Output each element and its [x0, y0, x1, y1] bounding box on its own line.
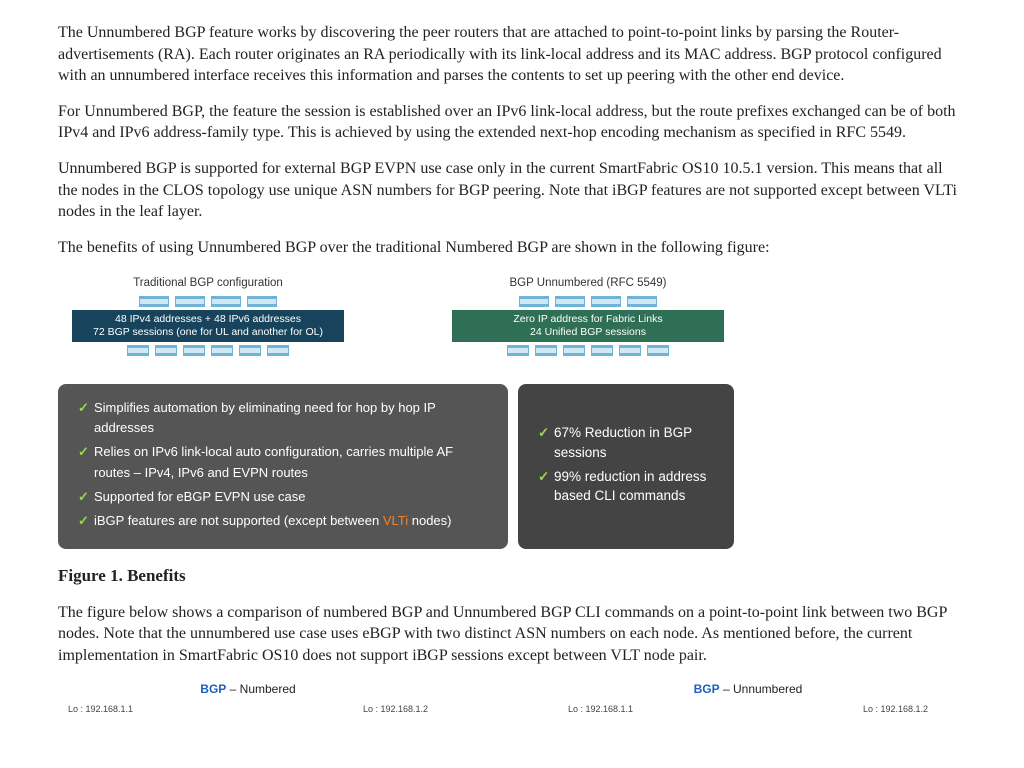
node-box	[183, 345, 205, 356]
figure-2-right-title: BGP – Unnumbered	[568, 681, 928, 697]
traditional-bottom-nodes	[58, 345, 358, 356]
benefit-text: Supported for eBGP EVPN use case	[94, 487, 490, 507]
figure-1: Traditional BGP configuration 48 IPv4 ad…	[58, 276, 966, 549]
node-box	[267, 345, 289, 356]
benefit-text: iBGP features are not supported (except …	[94, 511, 490, 531]
benefits-row: ✓Simplifies automation by eliminating ne…	[58, 384, 966, 549]
figure-2-right-lo-a: Lo : 192.168.1.1	[568, 703, 633, 715]
paragraph-3: Unnumbered BGP is supported for external…	[58, 158, 966, 223]
benefit-item: ✓Relies on IPv6 link-local auto configur…	[78, 442, 490, 482]
check-icon: ✓	[538, 467, 554, 506]
unnumbered-top-nodes	[438, 296, 738, 307]
unnumbered-mid-line2: 24 Unified BGP sessions	[458, 326, 718, 339]
benefit-item: ✓Simplifies automation by eliminating ne…	[78, 398, 490, 438]
node-box	[591, 296, 621, 307]
figure-2-right-lo-b: Lo : 192.168.1.2	[863, 703, 928, 715]
node-box	[239, 345, 261, 356]
traditional-midband: 48 IPv4 addresses + 48 IPv6 addresses 72…	[72, 310, 344, 342]
node-box	[555, 296, 585, 307]
figure-2-right: BGP – Unnumbered Lo : 192.168.1.1 Lo : 1…	[568, 681, 928, 715]
traditional-mid-line2: 72 BGP sessions (one for UL and another …	[78, 326, 338, 339]
figure-2-left-lo-row: Lo : 192.168.1.1 Lo : 192.168.1.2	[68, 703, 428, 715]
benefits-left-box: ✓Simplifies automation by eliminating ne…	[58, 384, 508, 549]
benefit-item: ✓iBGP features are not supported (except…	[78, 511, 490, 531]
node-box	[519, 296, 549, 307]
compare-traditional-title: Traditional BGP configuration	[58, 276, 358, 292]
figure-2-left-lo-b: Lo : 192.168.1.2	[363, 703, 428, 715]
paragraph-2: For Unnumbered BGP, the feature the sess…	[58, 101, 966, 144]
benefit-text: Simplifies automation by eliminating nee…	[94, 398, 490, 438]
node-box	[247, 296, 277, 307]
figure-2-right-bgp: BGP	[694, 682, 720, 696]
figure-2: BGP – Numbered Lo : 192.168.1.1 Lo : 192…	[58, 681, 966, 715]
node-box	[627, 296, 657, 307]
check-icon: ✓	[78, 398, 94, 438]
benefit-text: Relies on IPv6 link-local auto configura…	[94, 442, 490, 482]
check-icon: ✓	[78, 487, 94, 507]
figure-2-left: BGP – Numbered Lo : 192.168.1.1 Lo : 192…	[68, 681, 428, 715]
benefit-text: 99% reduction in address based CLI comma…	[554, 467, 716, 506]
vlti-highlight: VLTi	[383, 513, 408, 528]
node-box	[155, 345, 177, 356]
compare-unnumbered: BGP Unnumbered (RFC 5549) Zero IP addres…	[438, 276, 738, 356]
figure-2-right-rest: – Unnumbered	[720, 682, 803, 696]
node-box	[563, 345, 585, 356]
figure-2-left-lo-a: Lo : 192.168.1.1	[68, 703, 133, 715]
traditional-mid-line1: 48 IPv4 addresses + 48 IPv6 addresses	[78, 313, 338, 326]
paragraph-1: The Unnumbered BGP feature works by disc…	[58, 22, 966, 87]
benefit-text: 67% Reduction in BGP sessions	[554, 423, 716, 462]
compare-unnumbered-title: BGP Unnumbered (RFC 5549)	[438, 276, 738, 292]
paragraph-4: The benefits of using Unnumbered BGP ove…	[58, 237, 966, 259]
node-box	[127, 345, 149, 356]
paragraph-5: The figure below shows a comparison of n…	[58, 602, 966, 667]
figure-2-left-bgp: BGP	[200, 682, 226, 696]
node-box	[175, 296, 205, 307]
node-box	[507, 345, 529, 356]
node-box	[647, 345, 669, 356]
benefit-item: ✓Supported for eBGP EVPN use case	[78, 487, 490, 507]
compare-row: Traditional BGP configuration 48 IPv4 ad…	[58, 276, 966, 356]
unnumbered-bottom-nodes	[438, 345, 738, 356]
compare-traditional: Traditional BGP configuration 48 IPv4 ad…	[58, 276, 358, 356]
check-icon: ✓	[538, 423, 554, 462]
benefit-item: ✓99% reduction in address based CLI comm…	[538, 467, 716, 506]
figure-1-caption: Figure 1. Benefits	[58, 565, 966, 588]
check-icon: ✓	[78, 442, 94, 482]
node-box	[591, 345, 613, 356]
node-box	[211, 296, 241, 307]
node-box	[139, 296, 169, 307]
figure-2-right-lo-row: Lo : 192.168.1.1 Lo : 192.168.1.2	[568, 703, 928, 715]
node-box	[535, 345, 557, 356]
node-box	[619, 345, 641, 356]
unnumbered-midband: Zero IP address for Fabric Links 24 Unif…	[452, 310, 724, 342]
unnumbered-mid-line1: Zero IP address for Fabric Links	[458, 313, 718, 326]
traditional-top-nodes	[58, 296, 358, 307]
benefit-item: ✓67% Reduction in BGP sessions	[538, 423, 716, 462]
figure-2-left-rest: – Numbered	[226, 682, 295, 696]
figure-2-left-title: BGP – Numbered	[68, 681, 428, 697]
check-icon: ✓	[78, 511, 94, 531]
node-box	[211, 345, 233, 356]
benefits-right-box: ✓67% Reduction in BGP sessions✓99% reduc…	[518, 384, 734, 549]
